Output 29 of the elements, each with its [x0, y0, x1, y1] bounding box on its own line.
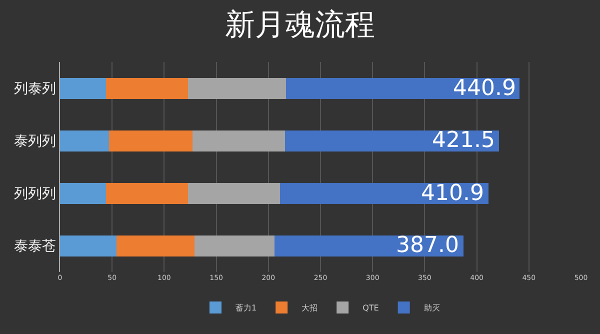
y-tick-label: 泰列列 — [14, 134, 56, 150]
legend-label: 蓄力1 — [236, 304, 257, 313]
y-tick-label: 列泰列 — [14, 81, 56, 98]
bar — [274, 235, 464, 256]
bar — [60, 235, 116, 256]
total-label: 440.9 — [453, 76, 516, 101]
bar — [106, 78, 188, 99]
bar — [192, 130, 286, 152]
total-label: 421.5 — [432, 128, 495, 153]
bar — [285, 130, 500, 152]
legend-label: QTE — [362, 304, 379, 313]
bar — [280, 182, 488, 204]
y-tick-label: 列列列 — [14, 186, 56, 202]
legend-label: 助灭 — [424, 304, 440, 313]
bar — [188, 78, 286, 99]
total-label: 387.0 — [396, 233, 459, 258]
total-label: 410.9 — [421, 181, 484, 206]
y-tick-label: 泰泰苍 — [14, 238, 56, 255]
legend-label: 大招 — [302, 304, 318, 313]
chart-title: 新月魂流程 — [225, 7, 375, 42]
bar — [194, 235, 275, 256]
bar — [60, 182, 106, 204]
bar — [286, 78, 520, 99]
bar — [60, 78, 106, 99]
bar — [60, 130, 109, 152]
bar — [106, 182, 188, 204]
bar — [108, 130, 192, 152]
bar — [188, 182, 280, 204]
bar — [116, 235, 194, 256]
